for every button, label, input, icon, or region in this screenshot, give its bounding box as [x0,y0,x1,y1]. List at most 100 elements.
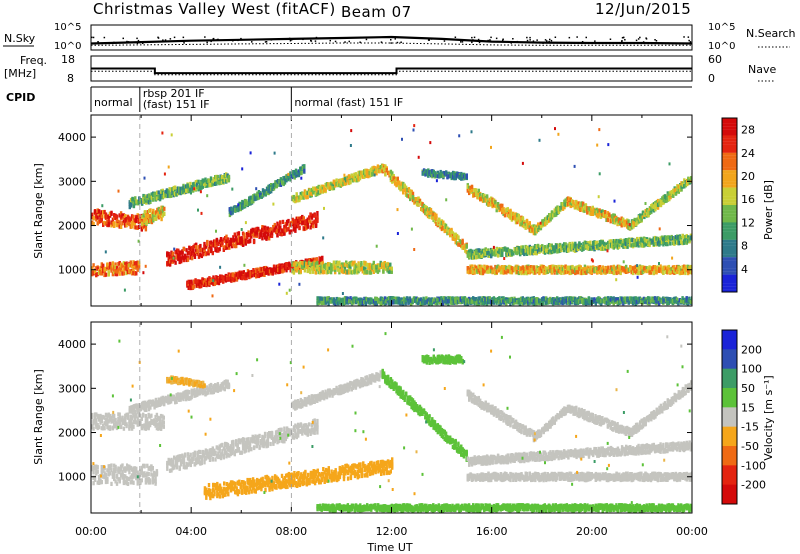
data-cell [340,180,344,185]
data-cell [385,168,388,173]
data-cell [554,206,558,211]
data-cell [115,214,119,219]
data-cell [621,221,625,226]
data-cell [499,248,503,253]
data-cell [297,218,300,224]
data-cell [379,301,383,306]
data-cell [200,181,203,186]
data-cell [425,211,428,216]
noise-point [594,40,596,42]
data-cell [99,212,102,217]
data-cell [135,218,138,224]
data-cell [375,171,378,176]
data-cell [501,203,504,208]
data-cell [507,248,511,253]
data-cell [687,264,690,269]
noise-point [512,38,514,40]
data-cell [118,266,121,271]
data-cell [314,186,318,191]
data-cell [417,196,420,201]
data-cell [269,233,272,238]
data-cell [316,186,319,191]
data-cell [487,265,490,270]
data-cell [113,213,116,218]
data-cell [556,210,559,215]
data-cell [615,270,618,275]
data-cell [563,204,566,210]
data-cell [270,269,273,274]
data-cell [611,269,614,274]
data-cell [632,220,635,225]
data-cell [157,207,160,212]
data-cell [147,195,151,201]
data-cell [558,269,562,274]
data-cell [317,264,320,269]
data-cell [182,256,186,261]
data-cell [96,221,99,226]
data-cell [689,264,692,270]
data-cell [576,265,580,270]
data-cell [629,242,632,247]
data-cell [197,282,200,287]
data-cell [514,247,518,252]
data-cell [530,225,533,230]
data-cell [150,220,154,225]
noise-point [183,42,185,44]
data-cell [136,199,140,205]
data-cell [107,218,110,223]
data-cell [204,182,207,187]
data-cell [389,169,393,174]
data-cell [384,164,387,169]
data-cell [447,174,451,179]
data-cell [294,228,297,233]
data-cell [125,217,128,222]
data-cell [494,251,497,256]
data-cell [524,222,527,227]
data-cell [541,264,544,269]
data-cell [644,238,647,243]
data-cell [225,173,228,178]
data-cell [454,172,457,177]
data-cell [380,264,384,269]
data-cell [113,270,116,275]
data-cell [604,270,607,275]
data-cell [421,207,424,212]
data-cell [460,240,463,245]
data-cell [281,229,285,234]
data-cell [598,265,602,270]
data-cell [160,210,163,215]
data-cell [226,173,229,178]
data-cell [295,192,298,197]
data-cell [483,193,486,198]
data-cell [299,171,302,176]
data-cell [663,265,666,270]
data-cell [215,181,218,186]
data-cell [178,259,181,265]
data-cell [279,231,282,236]
data-cell [301,214,304,220]
data-cell [276,179,280,184]
data-cell [249,274,252,279]
data-cell [92,216,95,221]
data-cell [339,267,342,273]
data-cell [246,271,250,277]
data-cell [376,269,380,274]
data-cell [125,264,128,269]
data-cell [535,267,538,272]
data-cell [150,195,153,200]
data-cell [91,266,94,271]
data-cell [328,299,332,304]
data-cell [268,269,272,274]
data-cell [569,270,573,275]
data-cell [195,242,198,247]
noise-point [609,38,612,40]
data-cell [543,270,547,275]
data-cell [292,262,296,267]
data-cell [363,296,366,301]
data-cell [113,265,116,270]
data-cell [349,261,352,266]
noise-point [97,41,99,43]
data-cell [374,168,377,173]
data-cell [560,205,563,210]
data-cell [255,269,258,274]
